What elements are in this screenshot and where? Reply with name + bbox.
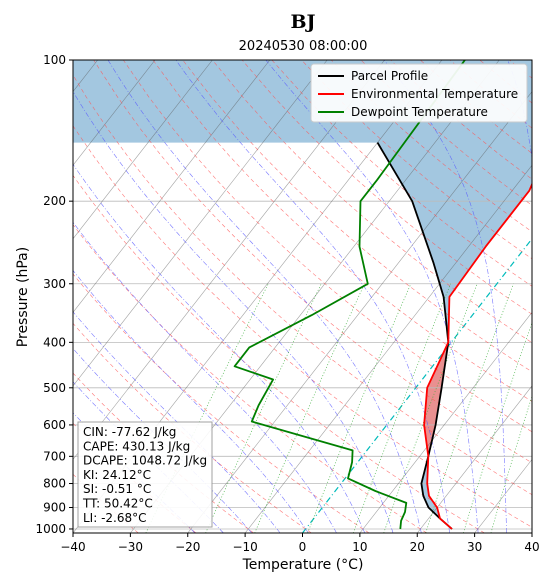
x-axis-ticks: −40 −30 −20 −10 0 10 20 30 40 [60,533,540,554]
mixing-ratio-line [383,283,478,533]
y-tick-label: 400 [43,335,66,349]
cin-shaded-upper [73,60,532,343]
y-tick-label: 500 [43,381,66,395]
isotherm-line [531,532,532,533]
x-tick-label: 40 [524,540,539,554]
cin-shaded-area [421,462,452,529]
moist-adiabat [107,60,422,533]
dewpoint-temperature-line [233,60,466,530]
y-tick-label: 600 [43,418,66,432]
dry-adiabat [73,125,532,528]
legend-entry: Parcel Profile [351,69,428,83]
legend-frame [310,63,528,123]
zero-isotherm [302,237,532,533]
index-entry: DCAPE: 1048.72 J/kg [83,454,207,468]
moist-adiabat [265,60,479,533]
moist-adiabat [73,163,366,533]
dry-adiabat [271,60,532,287]
y-axis-ticks: 100 200 300 400 500 600 700 800 900 1000 [35,53,73,536]
mixing-ratio-line [307,283,412,533]
series-layer [233,60,532,530]
mixing-ratio-line [254,283,365,533]
index-entry: KI: 24.12°C [83,468,151,482]
indices-frame [77,421,213,528]
y-tick-label: 1000 [35,522,66,536]
index-entry: CAPE: 430.13 J/kg [83,439,190,453]
x-tick-label: −10 [232,540,257,554]
moist-adiabat [175,60,450,533]
mixing-ratio-line [463,321,532,533]
x-tick-label: −30 [118,540,143,554]
dry-adiabat [73,74,532,495]
legend-entry: Environmental Temperature [351,87,518,101]
index-entry: SI: -0.51 °C [83,482,151,496]
index-entry: LI: -2.68°C [83,511,147,525]
x-tick-label: −20 [175,540,200,554]
environmental-temperature-line [423,182,532,530]
isotherm-line [73,60,213,240]
dry-adiabat [123,60,532,433]
dry-adiabat [73,273,370,533]
mixing-ratio-line [352,283,452,533]
isotherm-line [244,164,532,533]
y-tick-label: 300 [43,277,66,291]
dry-adiabat [182,60,532,373]
background-lines [73,60,532,533]
x-axis-label: Temperature (°C) [242,557,364,573]
moist-adiabat [73,381,224,533]
x-tick-label: 20 [410,540,425,554]
y-tick-label: 100 [43,53,66,67]
y-tick-label: 900 [43,501,66,515]
dry-adiabat [93,60,532,464]
isotherm-line [417,385,532,533]
isotherm-line [73,60,328,387]
chart-title: BJ [290,11,315,33]
y-tick-label: 200 [43,194,66,208]
moist-adiabat [73,348,253,533]
x-tick-label: 30 [467,540,482,554]
isotherm-line [359,311,532,533]
dry-adiabat [73,322,312,533]
y-tick-label: 800 [43,477,66,491]
isotherm-line [73,60,271,313]
moist-adiabat [73,90,394,533]
moist-adiabat [73,311,281,533]
isotherm-line [73,60,385,460]
y-axis-label: Pressure (hPa) [15,247,31,347]
moist-adiabat [73,221,337,533]
chart-subtitle: 20240530 08:00:00 [239,39,368,54]
parcel-profile-line [376,142,453,530]
moist-adiabat [383,60,507,533]
mixing-ratio-line [425,283,514,533]
isotherm-line [187,91,532,533]
index-entry: CIN: -77.62 J/kg [83,425,176,439]
legend-entry: Dewpoint Temperature [351,105,488,119]
dry-adiabat [152,60,532,402]
y-tick-label: 700 [43,449,66,463]
x-tick-label: −40 [60,540,85,554]
mixing-ratio-line [205,283,322,533]
isotherm-line [73,60,156,166]
legend: Parcel Profile Environmental Temperature D… [310,63,528,123]
x-tick-label: 0 [299,540,307,554]
index-entry: TT: 50.42°C [82,497,153,511]
x-tick-label: 10 [352,540,367,554]
moist-adiabat [73,269,309,533]
